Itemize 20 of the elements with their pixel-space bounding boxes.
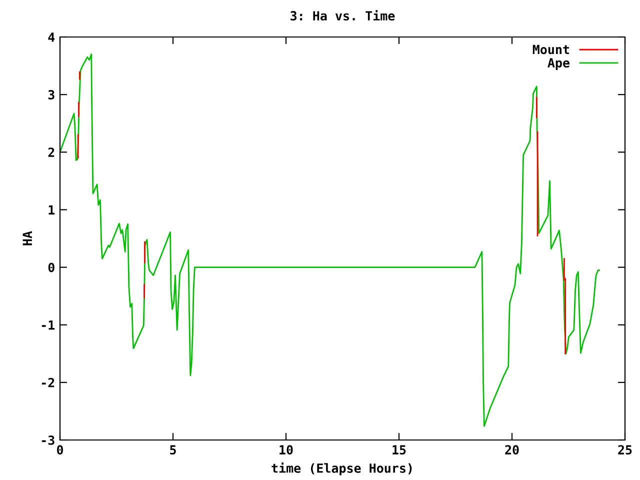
y-tick-label: 0 [48, 262, 54, 272]
y-tick-label: -3 [42, 435, 54, 445]
x-tick-label: 10 [280, 445, 293, 455]
y-tick-label: 2 [48, 148, 54, 157]
chart-title: 3: Ha vs. Time [290, 10, 395, 21]
y-tick-label: 1 [48, 205, 55, 214]
x-tick-label: 15 [392, 445, 406, 455]
y-tick-label: 3 [48, 90, 54, 100]
x-tick-label: 25 [618, 445, 632, 455]
y-tick-label: 4 [48, 32, 55, 42]
y-tick-label: -2 [42, 378, 54, 388]
line-series [60, 54, 600, 427]
x-axis-title: time (Elapse Hours) [272, 462, 412, 476]
x-tick-label: 0 [56, 445, 64, 455]
legend-label: Ape [548, 58, 570, 70]
x-tick-label: 20 [505, 445, 519, 455]
legend-label: Mount [532, 44, 570, 54]
y-tick-label: -1 [42, 320, 55, 330]
x-tick-label: 5 [170, 445, 176, 455]
y-axis-title: HA [22, 231, 32, 246]
